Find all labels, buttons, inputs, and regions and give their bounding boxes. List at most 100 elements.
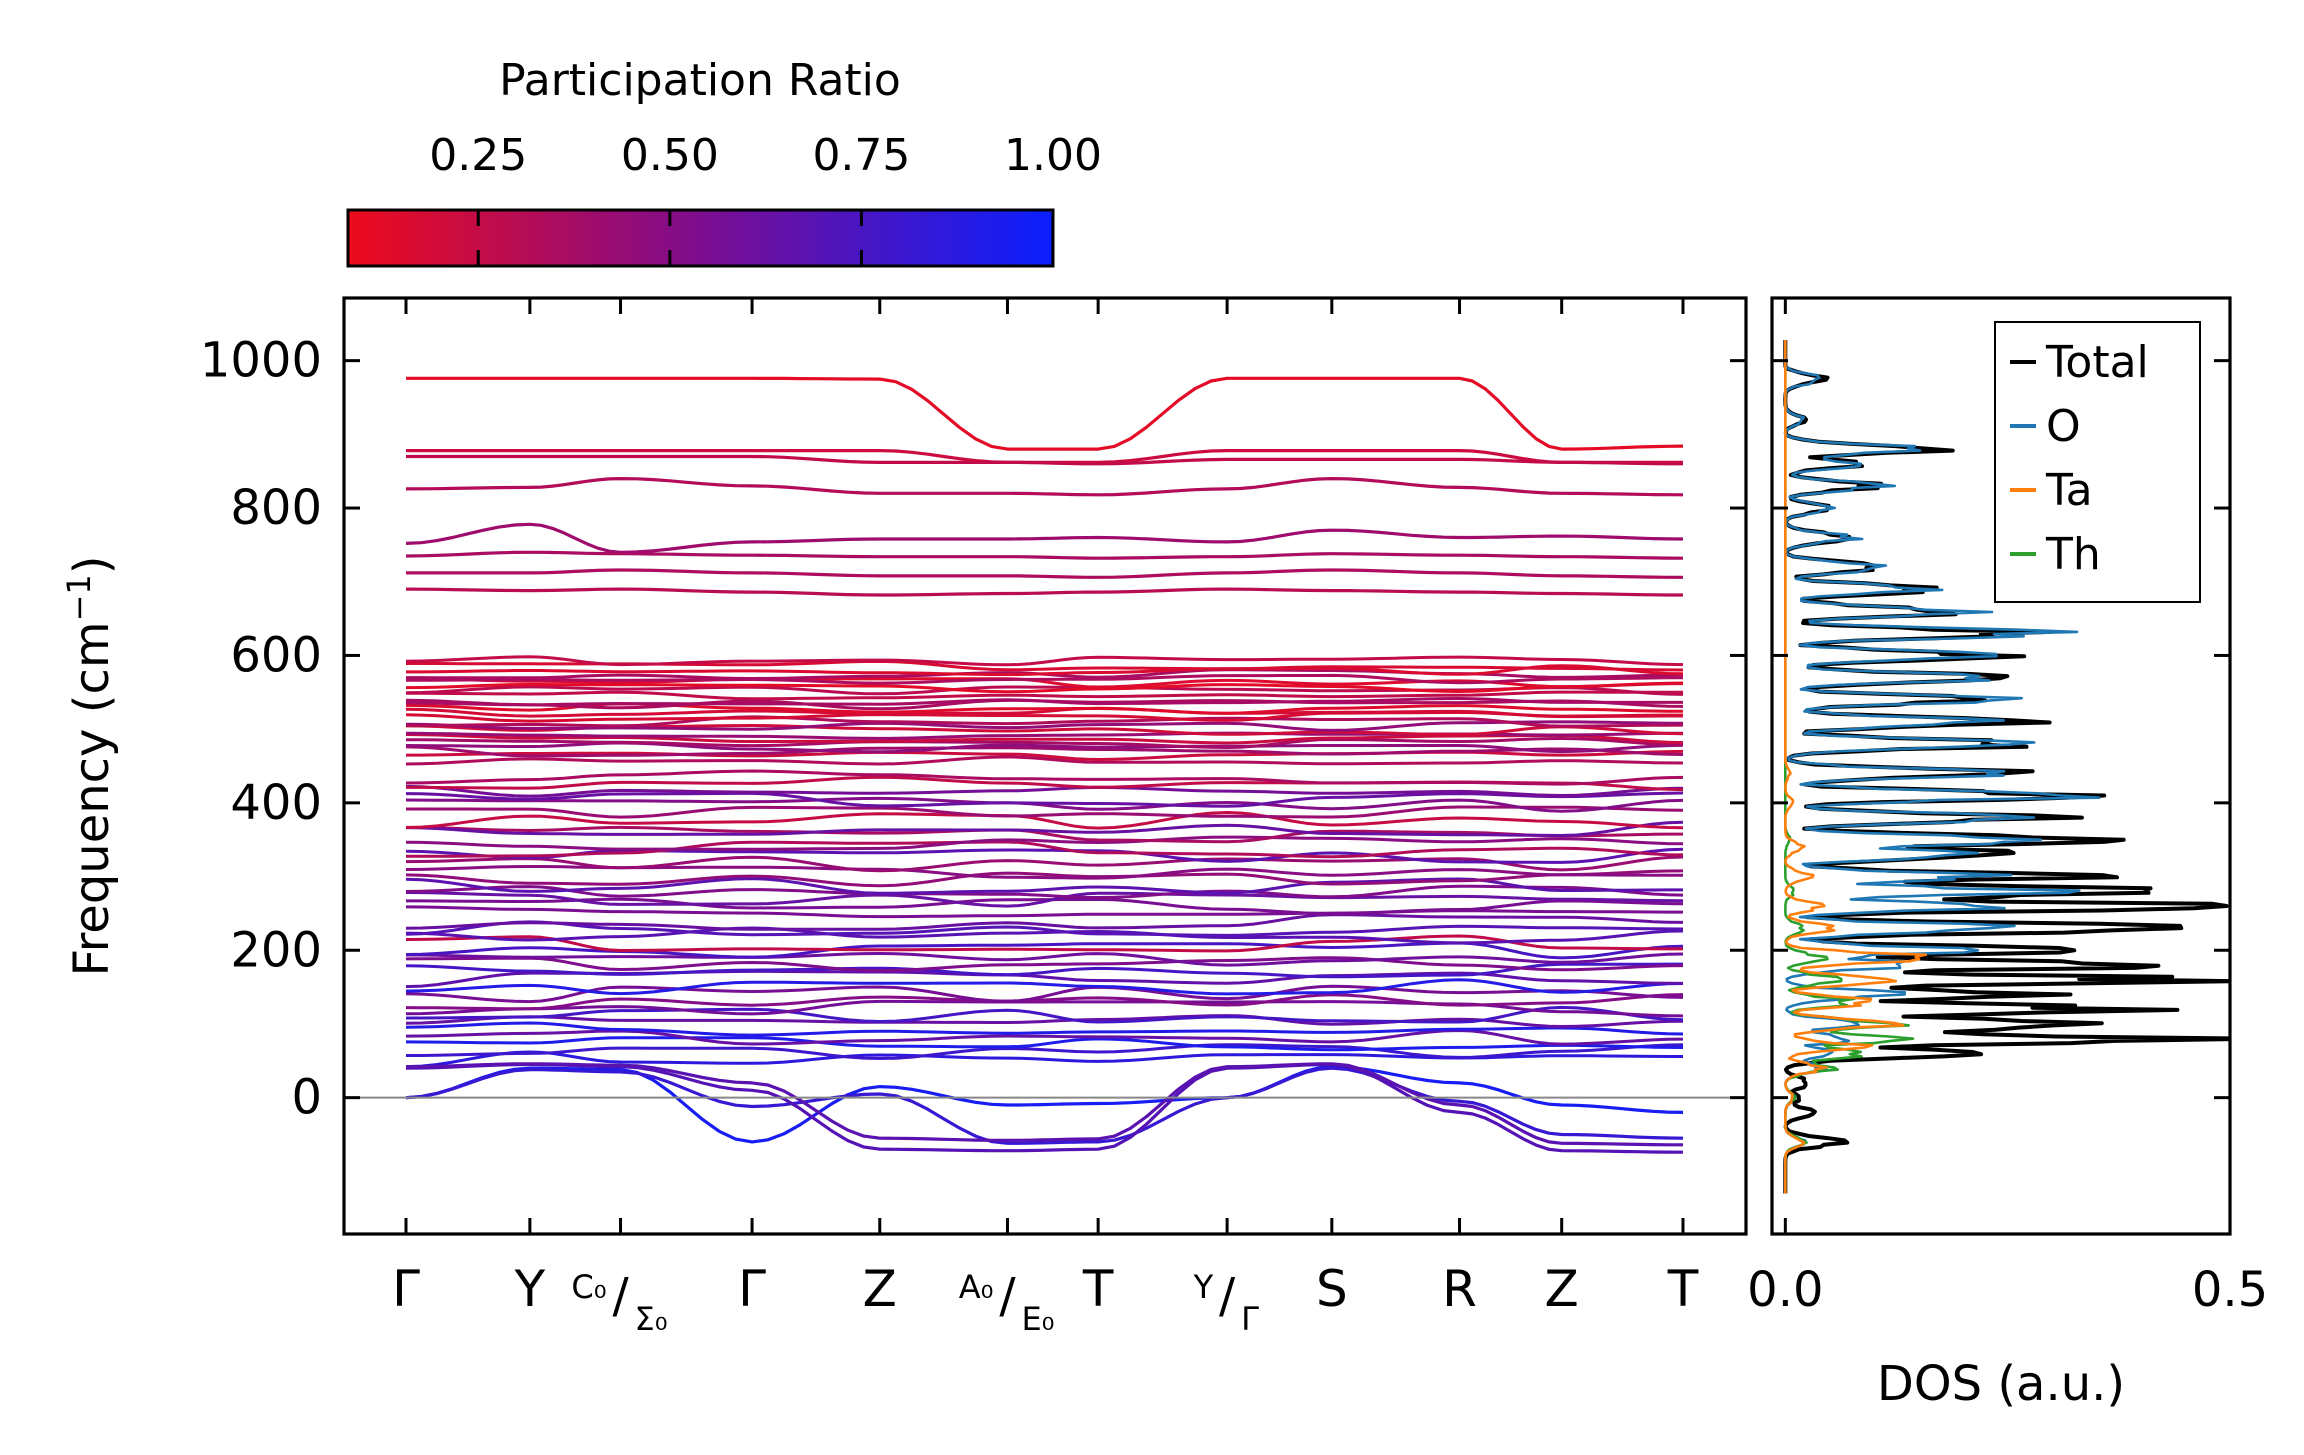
phonon-band xyxy=(405,855,1684,873)
y-axis-label-close: ) xyxy=(64,555,120,574)
phonon-band xyxy=(406,1043,1684,1060)
k-path-ticks: Γ Y C₀ / Σ₀Γ Z A₀ / E₀T Y / ΓS R Z T xyxy=(392,298,1699,1338)
k-label: T xyxy=(1082,1260,1114,1318)
phonon-band xyxy=(405,1062,1683,1147)
phonon-band xyxy=(405,891,1684,908)
phonon-band xyxy=(405,681,1684,694)
phonon-band xyxy=(405,745,1684,758)
phonon-band xyxy=(406,673,1683,685)
phonon-band xyxy=(405,840,1684,859)
phonon-band xyxy=(406,715,1684,728)
phonon-band xyxy=(406,664,1684,676)
k-label: Z xyxy=(863,1260,897,1318)
phonon-band xyxy=(405,869,1684,888)
colorbar-tick-label: 1.00 xyxy=(1004,130,1102,181)
phonon-band xyxy=(406,568,1683,579)
colorbar-label: Participation Ratio xyxy=(499,55,901,106)
phonon-band xyxy=(405,926,1684,945)
phonon-band xyxy=(405,796,1684,813)
dos-panel: 0.0 0.5 DOS (a.u.) Total O Ta Th xyxy=(1747,296,2268,1412)
phonon-band xyxy=(405,587,1683,597)
phonon-band xyxy=(405,755,1684,766)
y-tick-label: 200 xyxy=(230,922,322,978)
y-axis-label: Frequency (cm−1) xyxy=(60,555,120,976)
colorbar-tick-label: 0.25 xyxy=(429,130,527,181)
k-label: Y xyxy=(514,1260,546,1318)
colorbar-tick-label: 0.75 xyxy=(812,130,910,181)
colorbar-gradient xyxy=(346,208,1055,268)
phonon-band xyxy=(405,835,1684,851)
phonon-band xyxy=(405,978,1684,996)
phonon-band xyxy=(405,769,1684,786)
phonon-band xyxy=(405,477,1684,497)
k-label: S xyxy=(1316,1260,1348,1318)
y-tick-label: 400 xyxy=(230,775,322,831)
phonon-band xyxy=(406,690,1683,701)
phonon-band xyxy=(406,454,1683,466)
y-axis-ticks: 0 200 400 600 800 1000 xyxy=(200,333,1746,1126)
dos-curves xyxy=(1783,340,2230,1194)
phonon-band xyxy=(405,1036,1684,1052)
phonon-band xyxy=(405,1066,1684,1145)
phonon-bands xyxy=(405,376,1684,1154)
legend-label-th: Th xyxy=(2045,529,2101,580)
k-label-composite: C₀ / Σ₀ xyxy=(571,1268,667,1338)
k-label-slash: / xyxy=(999,1268,1016,1324)
dos-x-tick-label: 0.5 xyxy=(2192,1262,2268,1318)
phonon-band xyxy=(405,956,1684,973)
k-label: T xyxy=(1667,1260,1699,1318)
k-label: Z xyxy=(1545,1260,1579,1318)
phonon-band xyxy=(405,913,1684,931)
k-label-sup: C₀ xyxy=(571,1268,606,1306)
phonon-band xyxy=(405,820,1684,837)
k-label-sub: E₀ xyxy=(1021,1300,1054,1338)
k-label-composite: A₀ / E₀ xyxy=(959,1268,1055,1338)
colorbar: Participation Ratio 0.25 0.50 0.75 1.00 xyxy=(346,55,1102,268)
dos-curve-ta xyxy=(1784,340,1928,1194)
phonon-band xyxy=(405,884,1684,899)
phonon-band xyxy=(405,984,1684,1004)
dos-axis-ticks: 0.0 0.5 xyxy=(1747,298,2268,1318)
k-label-slash: / xyxy=(612,1268,629,1324)
phonon-band xyxy=(405,706,1683,719)
k-label-composite: Y / Γ xyxy=(1193,1268,1260,1338)
y-axis-label-exponent: −1 xyxy=(60,574,98,621)
phonon-band xyxy=(405,1021,1684,1037)
phonon-band xyxy=(405,811,1684,830)
phonon-band xyxy=(405,934,1683,953)
phonon-band xyxy=(405,697,1683,707)
phonon-band xyxy=(405,993,1684,1011)
phonon-band xyxy=(405,1065,1684,1144)
dos-x-tick-label: 0.0 xyxy=(1747,1262,1823,1318)
phonon-band xyxy=(405,847,1684,864)
phonon-band xyxy=(405,865,1683,880)
y-tick-label: 0 xyxy=(291,1070,322,1126)
phonon-band xyxy=(405,737,1684,749)
k-label-sup: Y xyxy=(1193,1268,1214,1306)
dos-plot-frame xyxy=(1770,296,2232,1236)
phonon-band xyxy=(405,784,1684,798)
phonon-band xyxy=(405,522,1684,554)
phonon-band xyxy=(405,920,1684,937)
k-label: Γ xyxy=(392,1260,420,1318)
phonon-band xyxy=(405,720,1683,732)
phonon-band xyxy=(405,550,1684,560)
phonon-band xyxy=(406,376,1684,451)
k-label-slash: / xyxy=(1219,1268,1236,1324)
phonon-band xyxy=(405,962,1683,979)
y-tick-label: 600 xyxy=(230,627,322,683)
phonon-band xyxy=(405,791,1684,808)
phonon-band xyxy=(405,825,1683,844)
band-plot-frame xyxy=(342,296,1748,1236)
phonon-band xyxy=(405,655,1684,667)
y-tick-label: 800 xyxy=(230,480,322,536)
phonon-band xyxy=(406,805,1684,819)
phonon-band xyxy=(405,905,1683,919)
legend-label-o: O xyxy=(2046,401,2081,452)
phonon-band xyxy=(405,1029,1684,1046)
colorbar-ticks: 0.25 0.50 0.75 1.00 xyxy=(429,130,1102,266)
dos-x-axis-label: DOS (a.u.) xyxy=(1877,1356,2125,1412)
phonon-band xyxy=(406,1005,1684,1024)
